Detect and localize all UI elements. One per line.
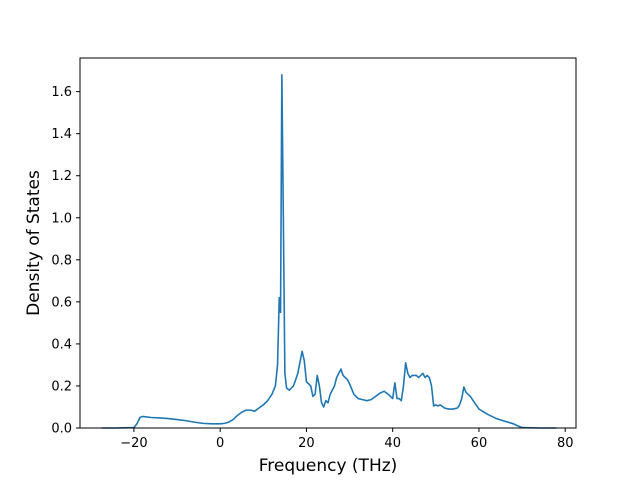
x-tick-label: −20 [120,436,147,451]
y-tick-label: 0.8 [51,253,72,268]
y-tick-label: 1.4 [51,127,72,142]
y-tick-label: 1.6 [51,85,72,100]
x-tick-label: 40 [384,436,401,451]
x-tick-label: 20 [298,436,315,451]
x-tick-label: 60 [471,436,488,451]
y-tick-label: 0.4 [51,337,72,352]
x-tick-label: 80 [557,436,574,451]
y-tick-label: 0.2 [51,379,72,394]
series-line-0 [101,74,557,429]
plot-frame [79,57,577,429]
plot-layer [101,74,557,429]
x-axis-ticks: −20 0 20 40 60 80 [120,428,573,451]
x-axis-label: Frequency (THz) [259,456,398,476]
y-tick-label: 0.6 [51,295,72,310]
y-tick-label: 0.0 [51,422,72,437]
y-tick-label: 1.2 [51,169,72,184]
x-tick-label: 0 [216,436,224,451]
y-tick-label: 1.0 [51,211,72,226]
y-axis-ticks: 0.0 0.2 0.4 0.6 0.8 1.0 1.2 1.4 1.6 [51,85,80,437]
y-axis-label: Density of States [24,170,44,316]
